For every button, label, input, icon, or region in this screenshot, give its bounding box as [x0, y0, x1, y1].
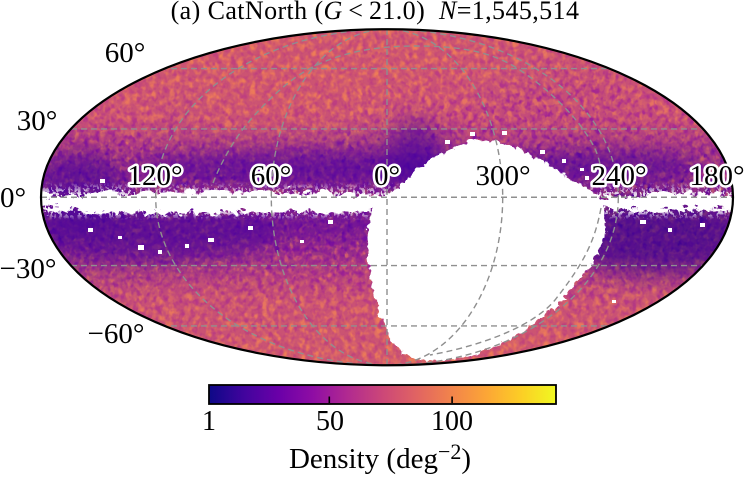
svg-text:300°: 300° [475, 160, 530, 192]
svg-text:30°: 30° [17, 105, 58, 137]
svg-text:120°: 120° [127, 160, 182, 192]
svg-text:1: 1 [202, 406, 216, 437]
svg-text:180°: 180° [689, 160, 744, 192]
svg-text:60°: 60° [105, 37, 146, 69]
svg-text:(a) CatNorth (G < 21.0) N=1,5: (a) CatNorth (G < 21.0) N=1,545,514 [171, 0, 580, 25]
svg-text:50: 50 [316, 406, 344, 437]
svg-text:100: 100 [431, 406, 473, 437]
svg-text:0°: 0° [374, 160, 400, 192]
svg-text:−60°: −60° [88, 318, 145, 350]
svg-text:0°: 0° [0, 182, 26, 214]
svg-text:60°: 60° [251, 160, 292, 192]
svg-text:−30°: −30° [0, 253, 56, 285]
svg-text:240°: 240° [591, 160, 646, 192]
